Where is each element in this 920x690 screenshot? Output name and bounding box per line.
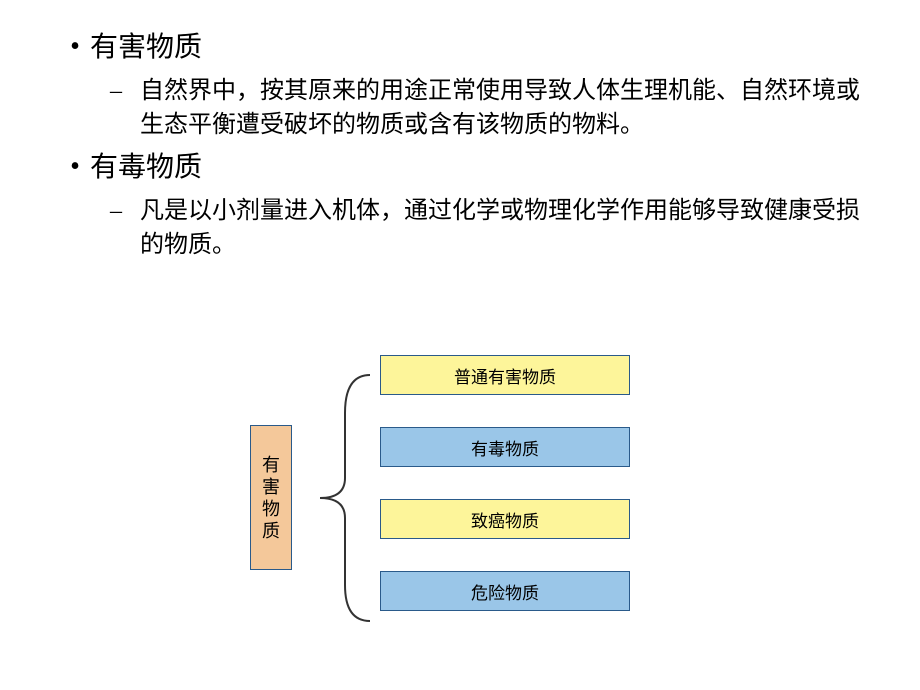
classification-diagram: 有 害 物 质 普通有害物质有毒物质致癌物质危险物质 bbox=[250, 355, 750, 655]
child-nodes: 普通有害物质有毒物质致癌物质危险物质 bbox=[380, 355, 630, 611]
bullet-dot: • bbox=[60, 150, 90, 186]
bullet-dot: • bbox=[60, 30, 90, 66]
root-char: 害 bbox=[262, 476, 280, 498]
child-node-1: 有毒物质 bbox=[380, 427, 630, 467]
root-char: 有 bbox=[262, 454, 280, 476]
bullet-2-title: 有毒物质 bbox=[90, 150, 202, 186]
bullet-1: • 有害物质 bbox=[60, 30, 880, 66]
bullet-2: • 有毒物质 bbox=[60, 150, 880, 186]
dash: – bbox=[110, 194, 140, 262]
dash: – bbox=[110, 74, 140, 142]
root-char: 物 bbox=[262, 498, 280, 520]
root-node: 有 害 物 质 bbox=[250, 425, 292, 570]
curly-brace bbox=[300, 363, 380, 633]
child-node-0: 普通有害物质 bbox=[380, 355, 630, 395]
sub-2: – 凡是以小剂量进入机体，通过化学或物理化学作用能够导致健康受损的物质。 bbox=[110, 194, 880, 262]
sub-1-text: 自然界中，按其原来的用途正常使用导致人体生理机能、自然环境或生态平衡遭受破坏的物… bbox=[140, 74, 880, 142]
root-char: 质 bbox=[262, 520, 280, 542]
child-node-3: 危险物质 bbox=[380, 571, 630, 611]
bullet-1-title: 有害物质 bbox=[90, 30, 202, 66]
child-node-2: 致癌物质 bbox=[380, 499, 630, 539]
slide-content: • 有害物质 – 自然界中，按其原来的用途正常使用导致人体生理机能、自然环境或生… bbox=[0, 0, 920, 262]
sub-1: – 自然界中，按其原来的用途正常使用导致人体生理机能、自然环境或生态平衡遭受破坏… bbox=[110, 74, 880, 142]
sub-2-text: 凡是以小剂量进入机体，通过化学或物理化学作用能够导致健康受损的物质。 bbox=[140, 194, 880, 262]
